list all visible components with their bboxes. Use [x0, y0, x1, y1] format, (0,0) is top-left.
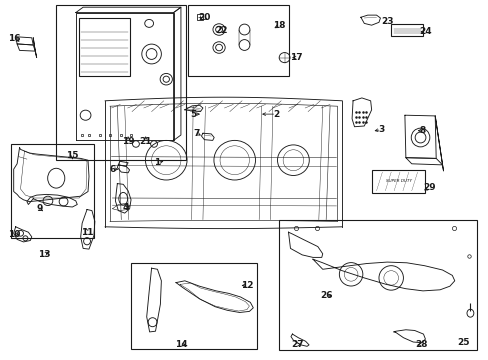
Bar	[390, 24, 422, 36]
Text: 7: 7	[193, 129, 200, 138]
Text: 5: 5	[190, 109, 196, 118]
Bar	[131, 263, 256, 349]
Bar	[371, 170, 425, 193]
Text: 13: 13	[38, 250, 50, 259]
Text: 24: 24	[418, 27, 431, 36]
Text: 20: 20	[198, 13, 210, 22]
Text: 27: 27	[290, 340, 303, 349]
Text: 1: 1	[154, 158, 160, 167]
Text: SUPER DUTY: SUPER DUTY	[385, 179, 411, 183]
Text: 23: 23	[380, 17, 393, 26]
Text: 17: 17	[289, 53, 302, 62]
Bar	[278, 220, 476, 350]
Bar	[11, 144, 94, 238]
Text: 9: 9	[37, 204, 43, 213]
Text: 25: 25	[456, 338, 469, 347]
Text: 3: 3	[378, 125, 384, 134]
Text: 2: 2	[273, 109, 279, 118]
Text: 28: 28	[414, 340, 427, 349]
Text: 19: 19	[122, 136, 134, 145]
Text: 11: 11	[81, 228, 93, 237]
Bar	[56, 5, 185, 160]
Text: 4: 4	[122, 203, 129, 212]
Bar	[188, 5, 288, 76]
Text: 8: 8	[419, 126, 425, 135]
Text: 29: 29	[422, 184, 435, 192]
Text: 26: 26	[320, 292, 332, 300]
Text: 14: 14	[174, 340, 187, 349]
Text: 16: 16	[8, 34, 21, 43]
Text: 21: 21	[139, 136, 152, 145]
Text: 12: 12	[240, 281, 253, 290]
Text: 6: 6	[109, 165, 115, 174]
Text: 18: 18	[273, 21, 285, 30]
Text: 15: 15	[66, 152, 79, 161]
Bar	[79, 18, 129, 76]
Text: 22: 22	[214, 26, 227, 35]
Text: 10: 10	[8, 230, 21, 239]
